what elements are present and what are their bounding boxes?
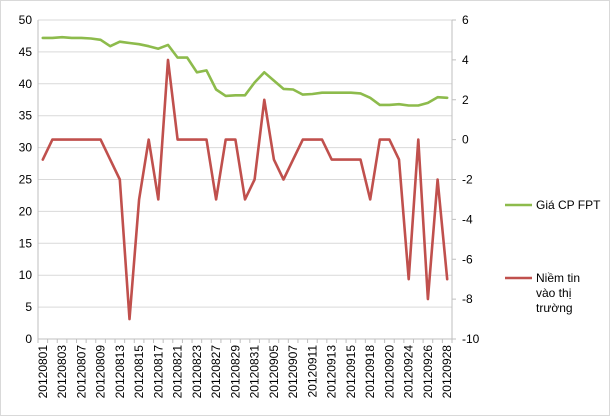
left-tick-label: 0 — [25, 332, 32, 346]
x-tick-label: 20120823 — [190, 345, 204, 399]
x-tick-label: 20120920 — [382, 345, 396, 399]
x-tick-label: 20120827 — [209, 345, 223, 399]
right-tick-label: 4 — [462, 53, 469, 67]
x-tick-label: 20120803 — [55, 345, 69, 399]
left-tick-label: 50 — [19, 13, 33, 27]
left-y-axis: 0 5 10 15 20 25 30 35 40 45 50 — [19, 13, 39, 346]
right-tick-label: -6 — [462, 252, 473, 266]
left-tick-label: 20 — [19, 204, 33, 218]
right-tick-label: 2 — [462, 93, 469, 107]
left-tick-label: 10 — [19, 268, 33, 282]
x-tick-label: 20120801 — [36, 345, 50, 399]
x-tick-label: 20120809 — [94, 345, 108, 399]
x-tick-label: 20120928 — [440, 345, 454, 399]
series-line-gia-cp-fpt — [41, 35, 449, 107]
right-tick-label: -10 — [462, 332, 480, 346]
x-tick-label: 20120918 — [363, 345, 377, 399]
series-line-niem-tin — [41, 58, 449, 321]
left-tick-label: 40 — [19, 77, 33, 91]
x-tick-label: 20120821 — [171, 345, 185, 399]
left-tick-label: 35 — [19, 109, 33, 123]
x-tick-label: 20120911 — [305, 345, 319, 398]
x-tick-label: 20120905 — [267, 345, 281, 399]
left-tick-label: 5 — [25, 300, 32, 314]
x-tick-label: 20120807 — [74, 345, 88, 399]
legend-label: Niềm tin — [536, 271, 580, 285]
legend-label: Giá CP FPT — [536, 198, 601, 212]
left-tick-label: 30 — [19, 141, 33, 155]
x-tick-label: 20120815 — [132, 345, 146, 399]
left-tick-label: 25 — [19, 173, 33, 187]
x-tick-label: 20120817 — [151, 345, 165, 399]
right-tick-label: -2 — [462, 173, 473, 187]
right-tick-label: -8 — [462, 292, 473, 306]
x-tick-label: 20120913 — [325, 345, 339, 399]
x-tick-label: 20120813 — [113, 345, 127, 399]
series-layer — [41, 35, 449, 321]
right-tick-label: 0 — [462, 133, 469, 147]
x-tick-label: 20120829 — [228, 345, 242, 399]
left-tick-label: 15 — [19, 236, 33, 250]
right-tick-label: 6 — [462, 13, 469, 27]
left-tick-label: 45 — [19, 45, 33, 59]
x-tick-label: 20120926 — [421, 345, 435, 399]
x-tick-label: 20120915 — [344, 345, 358, 399]
x-tick-label: 20120924 — [402, 345, 416, 399]
x-tick-label: 20120907 — [286, 345, 300, 399]
right-y-axis: -10 -8 -6 -4 -2 0 2 4 6 — [451, 13, 480, 346]
legend-label: vào thị — [536, 286, 571, 300]
legend-label: trường — [536, 301, 573, 315]
x-tick-label: 20120831 — [248, 345, 262, 399]
x-axis: 20120801 20120803 20120807 20120809 20120813… — [36, 338, 454, 399]
right-tick-label: -4 — [462, 212, 473, 226]
